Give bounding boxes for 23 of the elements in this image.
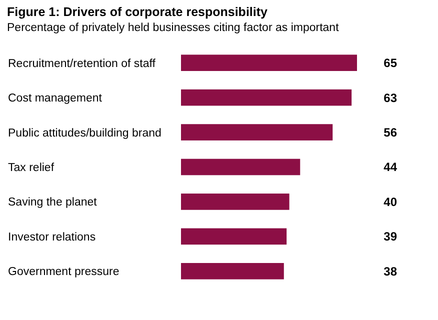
bar [181,89,352,106]
data-label: 40 [384,194,398,209]
y-tick-label: Recruitment/retention of staff [8,58,156,70]
data-label: 65 [384,56,398,70]
y-tick-label: Saving the planet [8,196,98,209]
y-tick-label: Government pressure [8,266,120,278]
y-tick-label: Investor relations [8,231,96,244]
data-label: 39 [384,230,398,244]
y-tick-label: Cost management [8,92,103,105]
bar [181,158,300,176]
bar [181,124,333,140]
bar [181,194,290,210]
data-label: 38 [384,264,398,278]
chart-subtitle: Percentage of privately held businesses citing factor as important [7,22,340,34]
chart-title: Figure 1: Drivers of corporate responsibility [7,5,268,19]
data-label: 44 [384,160,398,174]
y-tick-label: Tax relief [8,162,55,174]
y-tick-label: Public attitudes/building brand [8,127,162,140]
data-label: 63 [384,90,398,105]
bar [181,228,287,245]
bar [181,263,284,280]
bar [181,54,357,71]
data-label: 56 [384,125,398,140]
